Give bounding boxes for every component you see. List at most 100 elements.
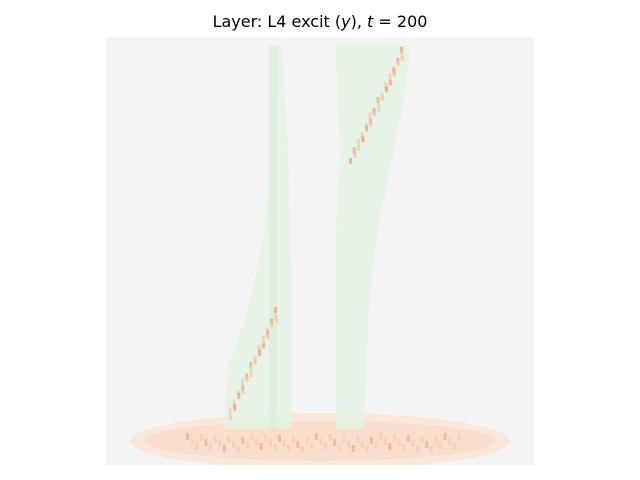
base-ellipse-cell (305, 437, 309, 444)
base-ellipse-cell (388, 443, 392, 450)
base-ellipse-cell (319, 438, 323, 445)
left-leg-streak-cell (240, 378, 244, 385)
title-prefix: Layer: L4 excit ( (212, 12, 342, 31)
right-leg-streak-cell (393, 70, 396, 77)
left-leg-streak-cell (270, 321, 274, 328)
base-ellipse-cell (406, 435, 410, 442)
base-ellipse-cell (199, 434, 203, 441)
base-ellipse-cell (347, 440, 350, 447)
right-leg-streak-cell (400, 47, 403, 53)
base-ellipse-cell (291, 436, 295, 443)
base-ellipse-cell (264, 434, 268, 441)
base-ellipse-cell (328, 434, 332, 441)
base-ellipse-cell (425, 441, 429, 448)
base-ellipse-cell (268, 439, 272, 446)
base-ellipse-cell (383, 438, 387, 445)
base-ellipse-cell (278, 435, 281, 442)
base-ellipse-cell (397, 439, 401, 446)
base-ellipse-cell (314, 433, 318, 440)
base-ellipse-cell (393, 434, 396, 441)
base-ellipse-cell (374, 442, 378, 449)
left-leg-streak-cell (245, 376, 249, 383)
left-leg-streak-cell (253, 359, 257, 366)
right-leg-streak-cell (380, 94, 384, 101)
base-ellipse-cell (236, 446, 240, 453)
base-ellipse-cell (365, 446, 369, 453)
left-leg-streak-cell (241, 387, 245, 394)
right-leg-streak-cell (385, 86, 389, 93)
right-leg-streak-cell (361, 136, 365, 143)
base-ellipse-cell (301, 446, 304, 453)
left-leg-streak-cell (249, 364, 253, 371)
base-ellipse-cell (370, 437, 373, 444)
left-leg-streak-cell (237, 393, 241, 400)
left-leg-streak-cell (266, 333, 270, 340)
base-ellipse-cell (213, 435, 217, 442)
base-ellipse-cell (452, 443, 456, 450)
base-ellipse-cell (448, 438, 452, 445)
base-ellipse-cell (287, 445, 291, 452)
left-leg-streak-cell (274, 316, 278, 323)
base-ellipse-cell (245, 442, 249, 449)
heatmap-plot (106, 37, 534, 465)
base-ellipse-cell (296, 441, 300, 448)
heatmap-layer (106, 37, 534, 465)
base-ellipse-cell (232, 441, 235, 448)
title-t-var: t (367, 12, 374, 31)
title-mid: ), (350, 12, 368, 31)
base-ellipse-cell (227, 436, 231, 443)
base-ellipse-cell (351, 445, 355, 452)
left-leg-streak-cell (249, 371, 253, 377)
base-ellipse-cell (218, 440, 222, 447)
right-leg-region (336, 45, 410, 429)
base-ellipse-cell (186, 433, 189, 440)
base-ellipse-cell (356, 436, 360, 443)
base-ellipse-cell (411, 440, 415, 447)
left-leg-streak-cell (258, 350, 262, 356)
title-var: y (341, 12, 351, 31)
right-leg-streak-cell (368, 112, 372, 119)
base-ellipse-cell (195, 443, 199, 450)
base-ellipse-cell (282, 440, 286, 447)
right-leg-streak-cell (369, 121, 373, 127)
base-ellipse-cell (250, 433, 254, 440)
left-leg-streak-cell (274, 307, 277, 313)
base-ellipse-cell (259, 443, 263, 450)
right-leg-streak-cell (356, 138, 360, 145)
base-ellipse-cell (333, 439, 337, 446)
base-ellipse-cell (337, 444, 341, 451)
right-leg-streak-cell (376, 99, 380, 106)
left-leg-streak-cell (233, 404, 237, 411)
base-ellipse-cell (209, 444, 212, 451)
base-ellipse-cell (222, 445, 226, 452)
base-ellipse-cell (204, 439, 208, 446)
heatmap-background (106, 37, 534, 465)
base-ellipse-cell (420, 436, 424, 443)
base-ellipse-cell (310, 442, 314, 449)
right-leg-streak-cell (400, 55, 404, 62)
left-leg-streak-cell (229, 414, 232, 420)
base-ellipse-cell (434, 437, 438, 444)
base-ellipse-cell (429, 446, 433, 453)
right-leg-streak-cell (388, 73, 392, 80)
base-ellipse-cell (273, 444, 277, 451)
right-leg-streak-cell (349, 158, 352, 164)
right-leg-streak-cell (357, 144, 361, 151)
base-ellipse-cell (379, 433, 383, 440)
left-leg-core (269, 45, 277, 429)
base-ellipse-cell (402, 444, 406, 451)
right-leg-streak-cell (396, 60, 400, 67)
left-leg-streak-cell (261, 335, 265, 342)
right-leg-streak-cell (377, 105, 381, 112)
base-ellipse-cell (443, 433, 447, 440)
right-leg-streak-cell (373, 110, 377, 117)
base-ellipse-cell (457, 434, 461, 441)
right-leg-streak-cell (353, 151, 357, 158)
base-ellipse-cell (190, 438, 194, 445)
left-leg-streak-cell (262, 342, 266, 349)
base-ellipse-cell (324, 443, 327, 450)
base-ellipse-cell (416, 445, 419, 452)
right-leg-streak-cell (388, 79, 392, 86)
base-ellipse-cell (360, 441, 364, 448)
